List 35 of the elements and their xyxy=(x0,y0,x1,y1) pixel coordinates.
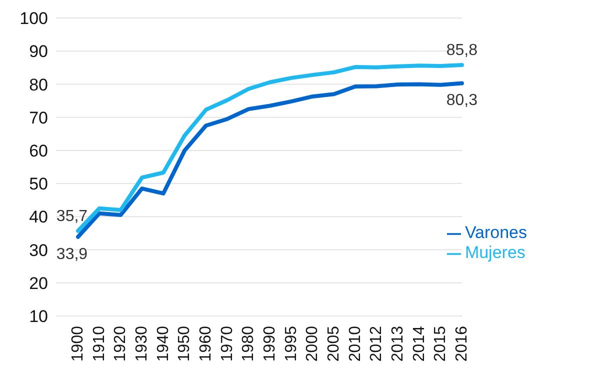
x-tick-label: 1920 xyxy=(112,326,130,362)
y-tick-label: 10 xyxy=(29,307,48,326)
x-tick-label: 1900 xyxy=(70,326,86,362)
x-tick-label: 1980 xyxy=(240,326,258,362)
data-label: 35,7 xyxy=(56,208,88,225)
y-tick-label: 50 xyxy=(29,174,48,194)
x-tick-label: 1970 xyxy=(218,326,236,362)
x-tick-label: 2000 xyxy=(304,326,322,362)
y-tick-label: 70 xyxy=(29,108,48,128)
legend-label: Mujeres xyxy=(464,243,526,262)
x-tick-label: 2013 xyxy=(389,326,406,362)
y-tick-label: 20 xyxy=(29,274,48,293)
x-tick-label: 1960 xyxy=(197,326,214,362)
y-tick-label: 30 xyxy=(29,240,48,260)
x-tick-label: 2005 xyxy=(325,326,342,362)
y-tick-label: 80 xyxy=(29,75,48,94)
x-tick-label: 1940 xyxy=(154,326,172,362)
x-tick-label: 2012 xyxy=(368,326,386,362)
x-tick-label: 2015 xyxy=(432,326,450,362)
data-label: 33,9 xyxy=(56,246,88,263)
y-tick-label: 40 xyxy=(29,208,48,227)
x-tick-label: 2014 xyxy=(410,326,428,362)
y-tick-label: 60 xyxy=(29,141,48,160)
x-tick-label: 1995 xyxy=(282,326,300,362)
data-label: 85,8 xyxy=(446,42,478,60)
y-tick-label: 100 xyxy=(20,9,48,28)
data-label: 80,3 xyxy=(446,92,478,110)
x-tick-label: 2016 xyxy=(453,326,470,362)
x-tick-label: 1950 xyxy=(176,326,194,362)
legend-label: Varones xyxy=(464,223,527,242)
x-tick-label: 2010 xyxy=(346,326,364,362)
x-tick-label: 1990 xyxy=(261,326,278,362)
y-tick-label: 90 xyxy=(29,42,48,62)
x-tick-label: 1930 xyxy=(133,326,150,362)
x-tick-label: 1910 xyxy=(90,326,108,362)
